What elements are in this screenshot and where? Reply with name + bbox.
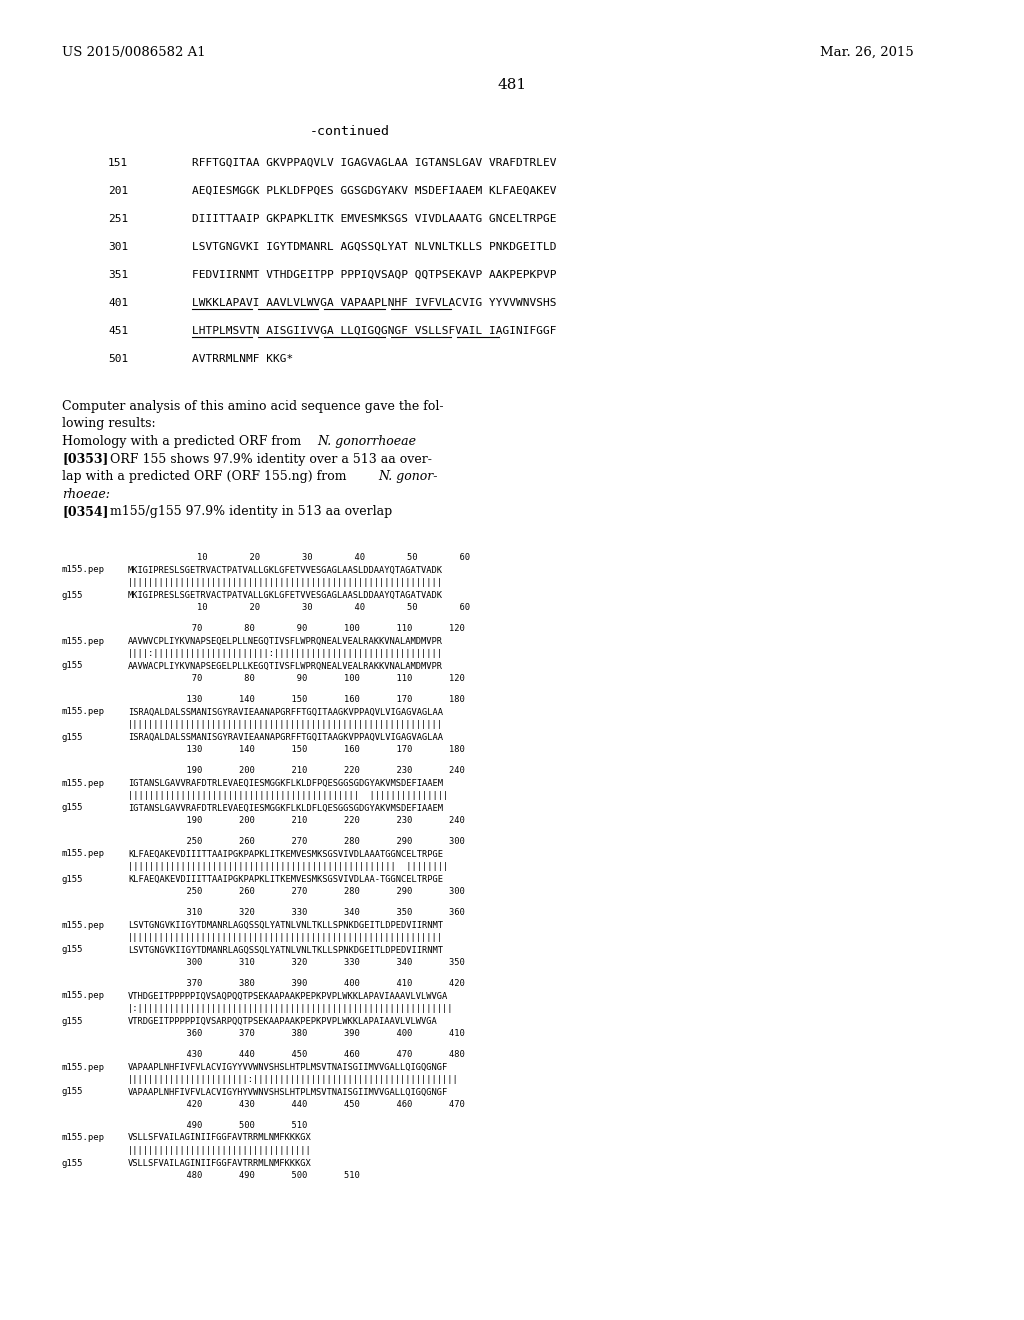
Text: AVTRRMLNMF KKG*: AVTRRMLNMF KKG* bbox=[193, 354, 293, 364]
Text: VAPAAPLNHFIVFVLACVIGYHYVWNVSHSLHTPLMSVTNAISGIIMVVGALLQIGQGNGF: VAPAAPLNHFIVFVLACVIGYHYVWNVSHSLHTPLMSVTN… bbox=[128, 1088, 449, 1097]
Text: -continued: -continued bbox=[310, 125, 390, 139]
Text: 201: 201 bbox=[108, 186, 128, 195]
Text: [0353]: [0353] bbox=[62, 453, 109, 466]
Text: LHTPLMSVTN AISGIIVVGA LLQIGQGNGF VSLLSFVAIL IAGINIFGGF: LHTPLMSVTN AISGIIVVGA LLQIGQGNGF VSLLSFV… bbox=[193, 326, 556, 337]
Text: ||||||||||||||||||||||||||||||||||||||||||||  |||||||||||||||: ||||||||||||||||||||||||||||||||||||||||… bbox=[128, 791, 449, 800]
Text: MKIGIPRESLSGETRVACTPATVALLGKLGFETVVESGAGLAASLDDAAYQTAGATVADK: MKIGIPRESLSGETRVACTPATVALLGKLGFETVVESGAG… bbox=[128, 590, 443, 599]
Text: 310       320       330       340       350       360: 310 320 330 340 350 360 bbox=[155, 908, 465, 917]
Text: 430       440       450       460       470       480: 430 440 450 460 470 480 bbox=[155, 1049, 465, 1059]
Text: VTRDGEITPPPPPIQVSARPQQTPSEKAAPAAKPEPKPVPLWKKLAPAIAAVLVLWVGA: VTRDGEITPPPPPIQVSARPQQTPSEKAAPAAKPEPKPVP… bbox=[128, 1016, 437, 1026]
Text: |||||||||||||||||||||||:|||||||||||||||||||||||||||||||||||||||: |||||||||||||||||||||||:||||||||||||||||… bbox=[128, 1074, 459, 1084]
Text: |||||||||||||||||||||||||||||||||||||||||||||||||||  ||||||||: ||||||||||||||||||||||||||||||||||||||||… bbox=[128, 862, 449, 871]
Text: 401: 401 bbox=[108, 298, 128, 308]
Text: g155: g155 bbox=[62, 661, 84, 671]
Text: 480       490       500       510: 480 490 500 510 bbox=[155, 1171, 359, 1180]
Text: ||||||||||||||||||||||||||||||||||||||||||||||||||||||||||||: ||||||||||||||||||||||||||||||||||||||||… bbox=[128, 578, 443, 587]
Text: 190       200       210       220       230       240: 190 200 210 220 230 240 bbox=[155, 766, 465, 775]
Text: lowing results:: lowing results: bbox=[62, 417, 156, 430]
Text: 370       380       390       400       410       420: 370 380 390 400 410 420 bbox=[155, 979, 465, 987]
Text: ||||||||||||||||||||||||||||||||||||||||||||||||||||||||||||: ||||||||||||||||||||||||||||||||||||||||… bbox=[128, 933, 443, 942]
Text: 151: 151 bbox=[108, 158, 128, 168]
Text: [0354]: [0354] bbox=[62, 506, 109, 517]
Text: g155: g155 bbox=[62, 804, 84, 813]
Text: 70        80        90       100       110       120: 70 80 90 100 110 120 bbox=[155, 675, 465, 682]
Text: AAVWACPLIYKVNAPSEGELPLLKEGQTIVSFLWPRQNEALVEALRAKKVNALAMDMVPR: AAVWACPLIYKVNAPSEGELPLLKEGQTIVSFLWPRQNEA… bbox=[128, 661, 443, 671]
Text: ||||:||||||||||||||||||||||:||||||||||||||||||||||||||||||||: ||||:||||||||||||||||||||||:||||||||||||… bbox=[128, 649, 443, 657]
Text: KLFAEQAKEVDIIITTAAIPGKPAPKLITKEMVESMKSGSVIVDLAAATGGNCELTRPGE: KLFAEQAKEVDIIITTAAIPGKPAPKLITKEMVESMKSGS… bbox=[128, 850, 443, 858]
Text: VSLLSFVAILAGINIIFGGFAVTRRMLNMFKKKGX: VSLLSFVAILAGINIIFGGFAVTRRMLNMFKKKGX bbox=[128, 1134, 311, 1143]
Text: Mar. 26, 2015: Mar. 26, 2015 bbox=[820, 46, 913, 59]
Text: 251: 251 bbox=[108, 214, 128, 224]
Text: VTHDGEITPPPPPIQVSAQPQQTPSEKAAPAAKPEPKPVPLWKKLAPAVIAAAVLVLWVGA: VTHDGEITPPPPPIQVSAQPQQTPSEKAAPAAKPEPKPVP… bbox=[128, 991, 449, 1001]
Text: m155.pep: m155.pep bbox=[62, 920, 105, 929]
Text: LSVTGNGVKI IGYTDMANRL AGQSSQLYAT NLVNLTKLLS PNKDGEITLD: LSVTGNGVKI IGYTDMANRL AGQSSQLYAT NLVNLTK… bbox=[193, 242, 556, 252]
Text: 501: 501 bbox=[108, 354, 128, 364]
Text: m155.pep: m155.pep bbox=[62, 636, 105, 645]
Text: ||||||||||||||||||||||||||||||||||||||||||||||||||||||||||||: ||||||||||||||||||||||||||||||||||||||||… bbox=[128, 719, 443, 729]
Text: Homology with a predicted ORF from: Homology with a predicted ORF from bbox=[62, 436, 305, 447]
Text: N. gonorrhoeae: N. gonorrhoeae bbox=[317, 436, 416, 447]
Text: m155.pep: m155.pep bbox=[62, 991, 105, 1001]
Text: 10        20        30        40        50        60: 10 20 30 40 50 60 bbox=[155, 553, 470, 562]
Text: ISRAQALDALSSMANISGYRAVIEAANAPGRFFTGQITAAGKVPPAQVLVIGAGVAGLAA: ISRAQALDALSSMANISGYRAVIEAANAPGRFFTGQITAA… bbox=[128, 733, 443, 742]
Text: |:||||||||||||||||||||||||||||||||||||||||||||||||||||||||||||: |:||||||||||||||||||||||||||||||||||||||… bbox=[128, 1005, 454, 1012]
Text: FEDVIIRNMT VTHDGEITPP PPPIQVSAQP QQTPSEKAVP AAKPEPKPVP: FEDVIIRNMT VTHDGEITPP PPPIQVSAQP QQTPSEK… bbox=[193, 271, 556, 280]
Text: RFFTGQITAA GKVPPAQVLV IGAGVAGLAA IGTANSLGAV VRAFDTRLEV: RFFTGQITAA GKVPPAQVLV IGAGVAGLAA IGTANSL… bbox=[193, 158, 556, 168]
Text: 420       430       440       450       460       470: 420 430 440 450 460 470 bbox=[155, 1100, 465, 1109]
Text: US 2015/0086582 A1: US 2015/0086582 A1 bbox=[62, 46, 206, 59]
Text: ORF 155 shows 97.9% identity over a 513 aa over-: ORF 155 shows 97.9% identity over a 513 … bbox=[102, 453, 432, 466]
Text: g155: g155 bbox=[62, 1016, 84, 1026]
Text: lap with a predicted ORF (ORF 155.ng) from: lap with a predicted ORF (ORF 155.ng) fr… bbox=[62, 470, 350, 483]
Text: 250       260       270       280       290       300: 250 260 270 280 290 300 bbox=[155, 887, 465, 896]
Text: g155: g155 bbox=[62, 1159, 84, 1167]
Text: KLFAEQAKEVDIIITTAAIPGKPAPKLITKEMVESMKSGSVIVDLAA-TGGNCELTRPGE: KLFAEQAKEVDIIITTAAIPGKPAPKLITKEMVESMKSGS… bbox=[128, 874, 443, 883]
Text: 130       140       150       160       170       180: 130 140 150 160 170 180 bbox=[155, 696, 465, 704]
Text: ISRAQALDALSSMANISGYRAVIEAANAPGRFFTGQITAAGKVPPAQVLVIGAGVAGLAA: ISRAQALDALSSMANISGYRAVIEAANAPGRFFTGQITAA… bbox=[128, 708, 443, 717]
Text: 301: 301 bbox=[108, 242, 128, 252]
Text: VAPAAPLNHFIVFVLACVIGYYVVWNVSHSLHTPLMSVTNAISGIIMVVGALLQIGQGNGF: VAPAAPLNHFIVFVLACVIGYYVVWNVSHSLHTPLMSVTN… bbox=[128, 1063, 449, 1072]
Text: DIIITTAAIP GKPAPKLITK EMVESMKSGS VIVDLAAATG GNCELTRPGE: DIIITTAAIP GKPAPKLITK EMVESMKSGS VIVDLAA… bbox=[193, 214, 556, 224]
Text: 481: 481 bbox=[498, 78, 526, 92]
Text: 10        20        30        40        50        60: 10 20 30 40 50 60 bbox=[155, 603, 470, 612]
Text: m155/g155 97.9% identity in 513 aa overlap: m155/g155 97.9% identity in 513 aa overl… bbox=[102, 506, 392, 517]
Text: g155: g155 bbox=[62, 874, 84, 883]
Text: LWKKLAPAVI AAVLVLWVGA VAPAAPLNHF IVFVLACVIG YYVVWNVSHS: LWKKLAPAVI AAVLVLWVGA VAPAAPLNHF IVFVLAC… bbox=[193, 298, 556, 308]
Text: m155.pep: m155.pep bbox=[62, 1063, 105, 1072]
Text: g155: g155 bbox=[62, 733, 84, 742]
Text: g155: g155 bbox=[62, 1088, 84, 1097]
Text: m155.pep: m155.pep bbox=[62, 565, 105, 574]
Text: VSLLSFVAILAGINIIFGGFAVTRRMLNMFKKKGX: VSLLSFVAILAGINIIFGGFAVTRRMLNMFKKKGX bbox=[128, 1159, 311, 1167]
Text: N. gonor-: N. gonor- bbox=[378, 470, 437, 483]
Text: 300       310       320       330       340       350: 300 310 320 330 340 350 bbox=[155, 958, 465, 968]
Text: m155.pep: m155.pep bbox=[62, 1134, 105, 1143]
Text: IGTANSLGAVVRAFDTRLEVAEQIESMGGKFLKLDFLQESGGSGDGYAKVMSDEFIAAEM: IGTANSLGAVVRAFDTRLEVAEQIESMGGKFLKLDFLQES… bbox=[128, 804, 443, 813]
Text: m155.pep: m155.pep bbox=[62, 708, 105, 717]
Text: MKIGIPRESLSGETRVACTPATVALLGKLGFETVVESGAGLAASLDDAAYQTAGATVADK: MKIGIPRESLSGETRVACTPATVALLGKLGFETVVESGAG… bbox=[128, 565, 443, 574]
Text: LSVTGNGVKIIGYTDMANRLAGQSSQLYATNLVNLTKLLSPNKDGEITLDPEDVIIRNMT: LSVTGNGVKIIGYTDMANRLAGQSSQLYATNLVNLTKLLS… bbox=[128, 945, 443, 954]
Text: 351: 351 bbox=[108, 271, 128, 280]
Text: 360       370       380       390       400       410: 360 370 380 390 400 410 bbox=[155, 1030, 465, 1038]
Text: 190       200       210       220       230       240: 190 200 210 220 230 240 bbox=[155, 816, 465, 825]
Text: m155.pep: m155.pep bbox=[62, 779, 105, 788]
Text: rhoeae:: rhoeae: bbox=[62, 487, 110, 500]
Text: g155: g155 bbox=[62, 590, 84, 599]
Text: IGTANSLGAVVRAFDTRLEVAEQIESMGGKFLKLDFPQESGGSGDGYAKVMSDEFIAAEM: IGTANSLGAVVRAFDTRLEVAEQIESMGGKFLKLDFPQES… bbox=[128, 779, 443, 788]
Text: g155: g155 bbox=[62, 945, 84, 954]
Text: m155.pep: m155.pep bbox=[62, 850, 105, 858]
Text: AEQIESMGGK PLKLDFPQES GGSGDGYAKV MSDEFIAAEM KLFAEQAKEV: AEQIESMGGK PLKLDFPQES GGSGDGYAKV MSDEFIA… bbox=[193, 186, 556, 195]
Text: 451: 451 bbox=[108, 326, 128, 337]
Text: Computer analysis of this amino acid sequence gave the fol-: Computer analysis of this amino acid seq… bbox=[62, 400, 443, 413]
Text: 130       140       150       160       170       180: 130 140 150 160 170 180 bbox=[155, 744, 465, 754]
Text: LSVTGNGVKIIGYTDMANRLAGQSSQLYATNLVNLTKLLSPNKDGEITLDPEDVIIRNMT: LSVTGNGVKIIGYTDMANRLAGQSSQLYATNLVNLTKLLS… bbox=[128, 920, 443, 929]
Text: |||||||||||||||||||||||||||||||||||: ||||||||||||||||||||||||||||||||||| bbox=[128, 1146, 311, 1155]
Text: 250       260       270       280       290       300: 250 260 270 280 290 300 bbox=[155, 837, 465, 846]
Text: 70        80        90       100       110       120: 70 80 90 100 110 120 bbox=[155, 624, 465, 634]
Text: AAVWVCPLIYKVNAPSEQELPLLNEGQTIVSFLWPRQNEALVEALRAKKVNALAMDMVPR: AAVWVCPLIYKVNAPSEQELPLLNEGQTIVSFLWPRQNEA… bbox=[128, 636, 443, 645]
Text: 490       500       510: 490 500 510 bbox=[155, 1121, 307, 1130]
